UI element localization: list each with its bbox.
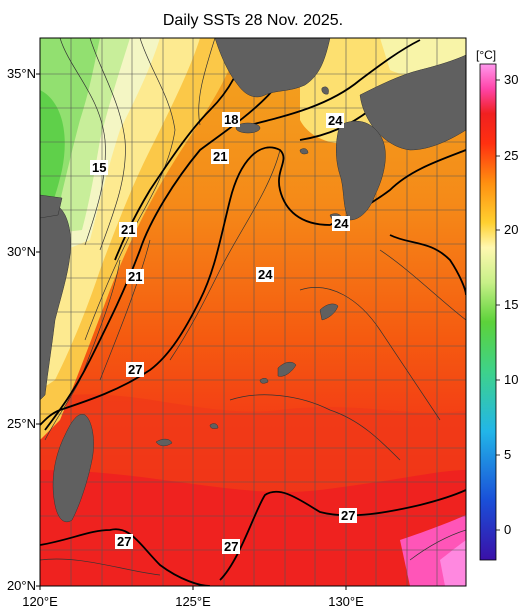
korea-peninsula xyxy=(214,38,331,98)
lat-label-35n: 35°N xyxy=(6,66,36,81)
contour-label: 27 xyxy=(339,508,358,523)
lat-label-25n: 25°N xyxy=(6,416,36,431)
contour-label: 27 xyxy=(115,534,134,549)
colorbar-tick: 25 xyxy=(504,148,519,163)
taiwan-island xyxy=(52,414,94,523)
colorbar-tick: 5 xyxy=(504,447,512,462)
map-frame xyxy=(39,37,467,587)
colorbar-unit: [°C] xyxy=(476,48,497,62)
lon-label-125e: 125°E xyxy=(175,594,211,609)
contour-label: 27 xyxy=(126,362,145,377)
colorbar-tick: 30 xyxy=(504,72,519,87)
kyushu-island xyxy=(336,120,386,221)
okinawa-island xyxy=(277,361,297,377)
landmasses xyxy=(40,38,466,523)
contour-label: 24 xyxy=(256,267,275,282)
contour-label: 21 xyxy=(119,222,138,237)
colorbar-tick: 20 xyxy=(504,222,519,237)
lat-label-30n: 30°N xyxy=(6,244,36,259)
colorbar-tick: 10 xyxy=(504,372,519,387)
contour-label: 15 xyxy=(90,160,109,175)
china-coast xyxy=(40,194,72,401)
jeju-island xyxy=(235,122,261,134)
lon-label-130e: 130°E xyxy=(328,594,364,609)
colorbar-tick: 15 xyxy=(504,297,519,312)
lon-label-120e: 120°E xyxy=(22,594,58,609)
colorbar-tick: 0 xyxy=(504,522,512,537)
contour-label: 27 xyxy=(222,539,241,554)
map-title: Daily SSTs 28 Nov. 2025. xyxy=(162,12,344,29)
contour-label: 24 xyxy=(332,216,351,231)
contour-label: 24 xyxy=(326,113,345,128)
lat-label-20n: 20°N xyxy=(6,578,36,593)
contour-label: 21 xyxy=(211,149,230,164)
contour-label: 18 xyxy=(222,112,241,127)
contour-label: 21 xyxy=(126,269,145,284)
graticule xyxy=(40,38,466,586)
colorbar xyxy=(479,63,497,561)
amami-island xyxy=(319,303,339,321)
thin-contours xyxy=(40,38,466,576)
